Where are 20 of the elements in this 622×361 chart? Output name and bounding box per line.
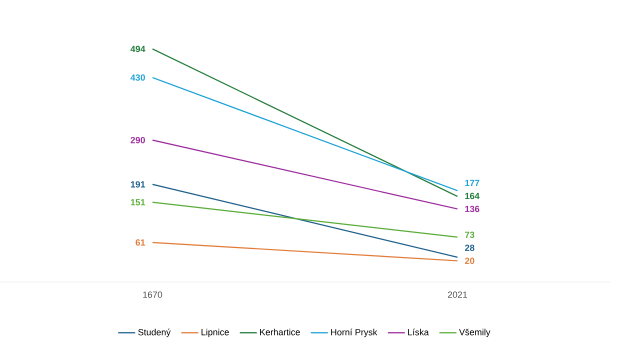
data-label: 164 — [465, 192, 480, 200]
data-label: 136 — [465, 206, 480, 212]
legend-label: Kerhartice — [260, 328, 300, 336]
data-label: 73 — [465, 232, 474, 238]
data-label: 177 — [465, 180, 480, 186]
data-label: 430 — [130, 74, 145, 81]
data-label: 494 — [130, 46, 146, 52]
data-label: 191 — [130, 181, 146, 188]
legend-label: Studený — [138, 328, 171, 338]
legend-label: Lipnice — [202, 328, 229, 338]
x-tick-label: 2021 — [448, 291, 468, 298]
legend-label: Horní Prysk — [331, 328, 378, 338]
data-label: 20 — [464, 258, 474, 264]
legend-label: Líska — [408, 328, 429, 336]
x-tick-label: 1670 — [143, 291, 162, 298]
data-label: 28 — [464, 244, 474, 251]
data-label: 61 — [136, 239, 146, 246]
data-label: 151 — [130, 199, 146, 206]
data-label: 290 — [130, 136, 145, 144]
legend-label: Všemily — [459, 328, 490, 338]
